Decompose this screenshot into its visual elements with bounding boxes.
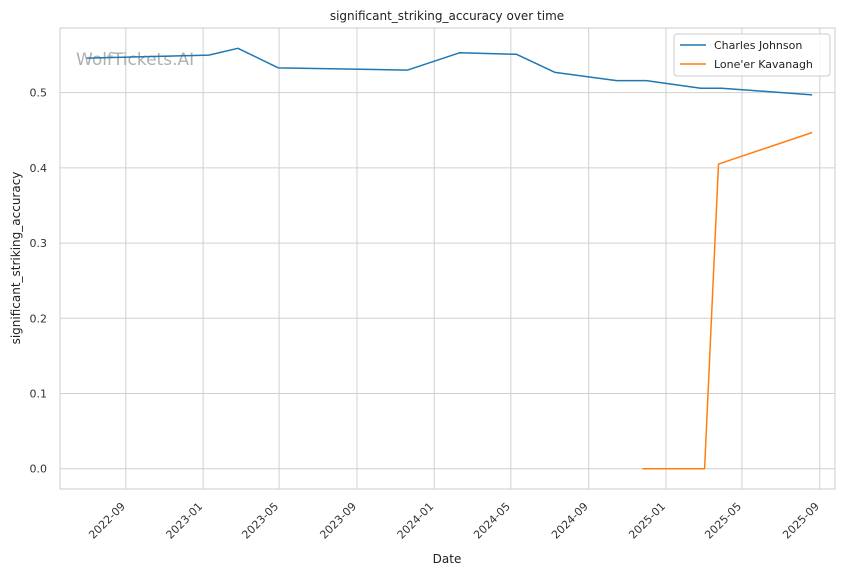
series-line-0 bbox=[86, 47, 813, 96]
x-tick-label: 2023-05 bbox=[240, 500, 282, 542]
y-tick-label: 0.0 bbox=[30, 463, 48, 476]
y-tick-label: 0.5 bbox=[30, 87, 48, 100]
x-tick-label: 2024-05 bbox=[471, 500, 513, 542]
y-tick-label: 0.1 bbox=[30, 387, 48, 400]
watermark: WolfTickets.AI bbox=[76, 50, 194, 70]
x-tick-label: 2025-09 bbox=[780, 500, 822, 542]
x-tick-label: 2022-09 bbox=[86, 500, 128, 542]
legend-label: Charles Johnson bbox=[714, 39, 802, 52]
plot-area bbox=[59, 27, 836, 490]
x-axis-label: Date bbox=[433, 552, 462, 566]
legend: Charles Johnson Lone'er Kavanagh bbox=[673, 33, 831, 77]
x-tick-label: 2025-01 bbox=[626, 500, 668, 542]
x-tick-label: 2025-05 bbox=[702, 500, 744, 542]
series-lines bbox=[86, 47, 813, 470]
legend-box bbox=[673, 33, 831, 77]
legend-label: Lone'er Kavanagh bbox=[714, 58, 813, 71]
grid bbox=[60, 28, 835, 489]
y-axis-ticks: 0.0 0.1 0.2 0.3 0.4 0.5 bbox=[30, 87, 48, 476]
chart-title: significant_striking_accuracy over time bbox=[330, 9, 564, 23]
y-tick-label: 0.2 bbox=[30, 312, 48, 325]
y-tick-label: 0.4 bbox=[30, 162, 48, 175]
x-tick-label: 2024-09 bbox=[549, 500, 591, 542]
x-axis-ticks: 2022-09 2023-01 2023-05 2023-09 2024-01 2024-… bbox=[86, 500, 822, 542]
y-axis-label: significant_striking_accuracy bbox=[9, 172, 23, 345]
y-tick-label: 0.3 bbox=[30, 237, 48, 250]
x-tick-label: 2024-01 bbox=[395, 500, 437, 542]
series-line-1 bbox=[642, 131, 813, 470]
x-tick-label: 2023-01 bbox=[164, 500, 206, 542]
x-tick-label: 2023-09 bbox=[317, 500, 359, 542]
